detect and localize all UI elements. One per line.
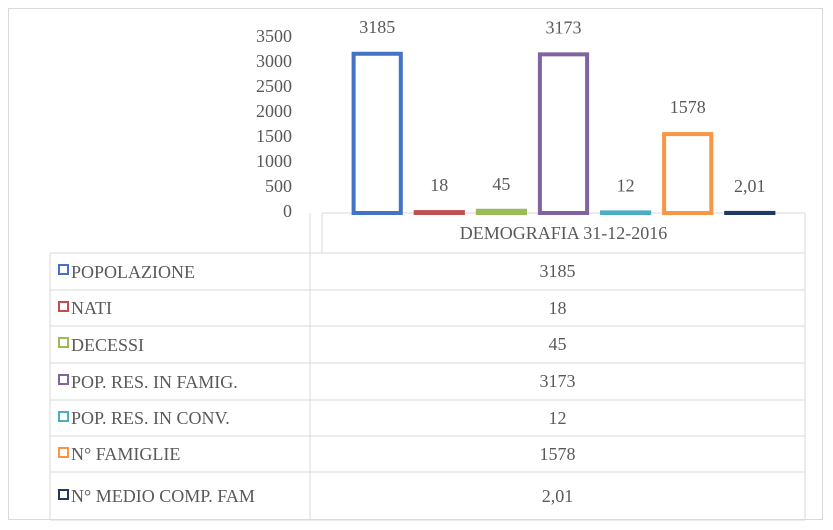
y-tick-label: 3000: [256, 51, 292, 71]
legend-cell: POP. RES. IN FAMIG.: [58, 363, 308, 400]
bar: [600, 210, 652, 215]
legend-label: N° MEDIO COMP. FAM: [71, 486, 255, 506]
bar: [537, 52, 590, 215]
legend-cell: N° FAMIGLIE: [58, 436, 308, 472]
bar: [662, 132, 714, 216]
legend-cell: N° MEDIO COMP. FAM: [58, 472, 308, 520]
table-value: 12: [548, 407, 567, 428]
y-tick-label: 1500: [256, 126, 292, 146]
bar: [413, 210, 465, 216]
y-tick-label: 500: [265, 176, 292, 196]
legend-label: POP. RES. IN FAMIG.: [71, 371, 238, 392]
table-value: 3173: [539, 371, 576, 391]
legend-key: [58, 300, 69, 312]
y-tick-label: 2000: [256, 101, 292, 121]
y-tick-label: 1000: [256, 151, 292, 171]
data-label: 45: [492, 174, 510, 194]
y-tick-label: 0: [283, 201, 292, 221]
data-label: 1578: [670, 97, 706, 117]
legend-cell: POPOLAZIONE: [58, 253, 308, 290]
data-label: 2,01: [734, 176, 766, 196]
table-value: 3185: [539, 261, 576, 281]
legend-key: [58, 410, 69, 422]
legend-key: [58, 446, 69, 458]
legend-cell: DECESSI: [58, 326, 308, 363]
data-label: 12: [617, 176, 635, 196]
legend-label: DECESSI: [71, 334, 145, 355]
bar: [351, 51, 403, 215]
table-value: 45: [548, 334, 567, 354]
legend-label: N° FAMIGLIE: [71, 444, 181, 464]
legend-cell: POP. RES. IN CONV.: [58, 400, 308, 436]
y-tick-label: 3500: [256, 26, 292, 46]
data-label: 3173: [546, 17, 582, 37]
bar: [475, 208, 527, 215]
legend-key: [58, 488, 69, 500]
table-value: 2,01: [541, 485, 574, 506]
legend-label: POP. RES. IN CONV.: [71, 408, 230, 428]
data-label: 18: [430, 175, 448, 195]
legend-key: [58, 264, 69, 275]
table-header: DEMOGRAFIA 31-12-2016: [459, 222, 668, 243]
y-tick-label: 2500: [256, 76, 292, 96]
legend-label: NATI: [71, 298, 112, 318]
legend-cell: NATI: [58, 290, 308, 326]
data-label: 3185: [359, 17, 395, 37]
table-value: 18: [548, 297, 567, 318]
legend-key: [58, 337, 69, 348]
legend-key: [58, 374, 69, 385]
legend-label: POPOLAZIONE: [71, 261, 195, 282]
table-value: 1578: [539, 443, 576, 464]
